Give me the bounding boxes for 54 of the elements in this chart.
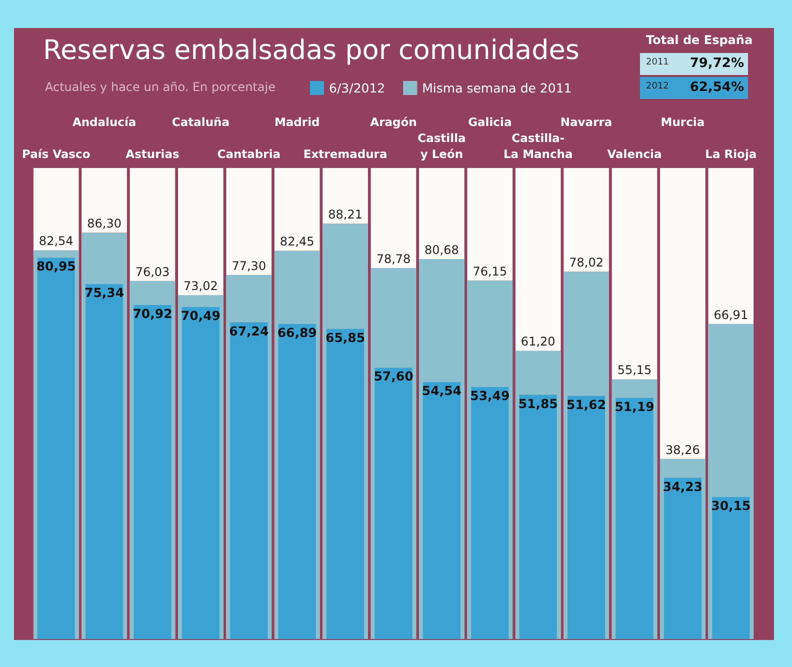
data-label: 54,54 (422, 383, 462, 398)
x-tick-label: Murcia (660, 115, 705, 129)
x-tick-label: Navarra (560, 115, 612, 129)
text: 2012 (646, 82, 669, 92)
text: 2011 (646, 58, 669, 68)
data-label: 67,24 (229, 323, 269, 338)
x-tick-label: Castilla- La Mancha (503, 131, 573, 161)
data-label: 76,03 (135, 264, 170, 279)
text: 62,54% (690, 80, 744, 95)
data-label: 38,26 (666, 442, 700, 457)
data-label: 57,60 (374, 368, 414, 384)
x-tick-label: Galicia (468, 115, 512, 129)
x-tick-label: La Rioja (705, 147, 757, 161)
data-label: 51,85 (518, 396, 558, 411)
data-label: 61,20 (520, 334, 556, 349)
x-tick-label: Aragón (370, 115, 417, 129)
x-tick-label: Andalucía (72, 115, 136, 129)
data-label: 86,30 (87, 216, 122, 231)
data-label: 66,91 (714, 308, 748, 322)
data-label: 65,85 (326, 330, 366, 345)
legend-label: 6/3/2012 (329, 80, 386, 96)
data-label: 80,68 (424, 242, 459, 257)
data-label: 88,21 (328, 208, 362, 222)
x-tick-label: Valencia (607, 147, 662, 161)
text: 79,72% (690, 56, 744, 71)
x-tick-label: Asturias (126, 147, 180, 161)
data-label: 70,49 (180, 308, 220, 323)
data-label: 53,49 (470, 388, 510, 404)
data-label: 51,62 (566, 396, 606, 412)
data-label: 82,45 (280, 234, 314, 249)
data-label: 34,23 (662, 478, 702, 494)
legend-label: Misma semana de 2011 (422, 80, 572, 96)
data-label: 55,15 (617, 363, 652, 378)
data-label: 80,95 (36, 258, 76, 274)
x-tick-label: País Vasco (22, 147, 90, 161)
x-tick-label: Cataluña (172, 115, 230, 129)
data-label: 77,30 (232, 258, 266, 273)
data-label: 70,92 (132, 306, 172, 321)
x-tick-label: Cantabria (217, 147, 281, 161)
x-tick-label: Castilla y León (418, 131, 466, 161)
chart-subtitle: Actuales y hace un año. En porcentaje (45, 80, 276, 94)
x-tick-label: Madrid (274, 115, 320, 129)
data-label: 73,02 (184, 279, 218, 294)
data-label: 76,15 (472, 264, 508, 278)
text: Total de España (646, 33, 753, 47)
x-tick-label: Extremadura (303, 147, 388, 161)
data-label: 51,19 (614, 398, 654, 414)
data-label: 78,02 (569, 256, 604, 270)
data-label: 82,54 (38, 234, 74, 248)
data-label: 78,78 (376, 252, 411, 266)
data-label: 75,34 (84, 285, 124, 300)
data-label: 30,15 (711, 498, 751, 513)
chart-title: Reservas embalsadas por comunidades (43, 35, 580, 66)
data-label: 66,89 (277, 324, 317, 340)
